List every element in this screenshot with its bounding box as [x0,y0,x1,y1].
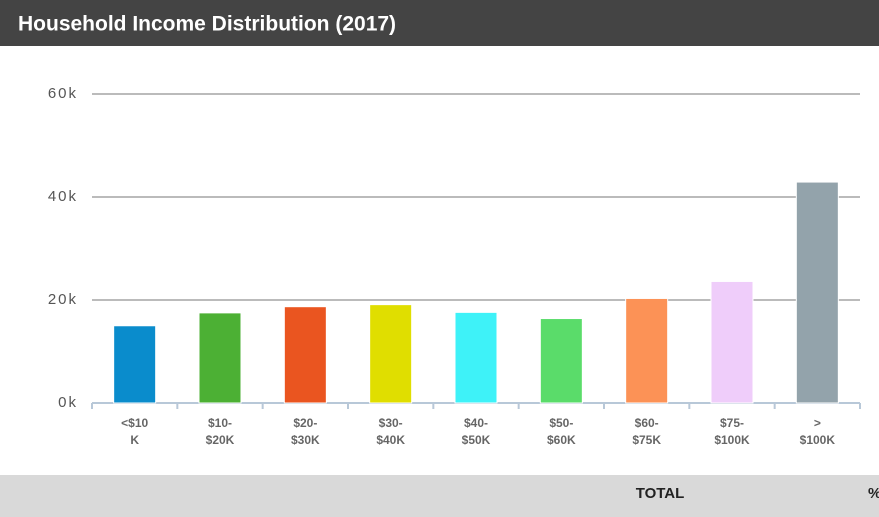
x-tick-label: $75K [632,433,661,447]
x-tick-label: $40- [464,416,488,430]
x-tick-label: $30K [291,433,320,447]
y-tick-label: 40k [48,188,78,205]
bar [795,181,839,404]
x-tick-label: $100K [714,433,750,447]
bar [113,325,157,404]
footer-total: TOTAL [636,485,685,502]
x-tick-label: $10- [208,416,232,430]
x-tick-label: $50K [462,433,491,447]
x-tick-label: <$10 [121,416,148,430]
bar [539,318,583,404]
bar [198,312,242,404]
y-tick-label: 0k [58,394,78,411]
bar [625,297,669,404]
footer-percent: % [868,485,879,502]
x-tick-label: K [130,433,139,447]
bar [283,306,327,404]
x-tick-label: $50- [549,416,573,430]
chart-title: Household Income Distribution (2017) [18,13,396,36]
x-tick-label: $75- [720,416,744,430]
bar [454,311,498,404]
bar [369,304,413,404]
x-tick-label: $20K [206,433,235,447]
x-tick-label: $40K [376,433,405,447]
bar [710,280,754,404]
x-tick-label: $30- [379,416,403,430]
x-tick-label: $60- [635,416,659,430]
footer-bar [0,475,879,517]
y-tick-label: 60k [48,85,78,102]
y-tick-label: 20k [48,291,78,308]
x-tick-label: $20- [293,416,317,430]
x-tick-label: $100K [800,433,836,447]
header-bar [0,0,879,46]
x-tick-label: > [814,416,821,430]
x-tick-label: $60K [547,433,576,447]
